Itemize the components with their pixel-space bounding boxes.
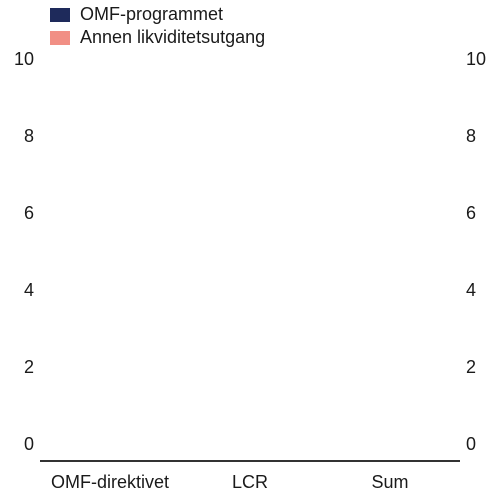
bars	[40, 0, 460, 462]
plot-area	[40, 0, 460, 462]
y-tick: 0	[4, 435, 34, 453]
x-axis-label: LCR	[232, 472, 268, 493]
x-axis-baseline	[40, 460, 460, 462]
y-tick: 0	[466, 435, 496, 453]
y-tick: 8	[466, 127, 496, 145]
x-axis-label: OMF-direktivet	[51, 472, 169, 493]
y-tick: 6	[4, 204, 34, 222]
y-axis-left: 024681012	[0, 0, 40, 462]
x-axis-labels: OMF-direktivet LCR Sum	[40, 464, 460, 504]
y-tick: 10	[466, 50, 496, 68]
chart-container: OMF-programmet Annen likviditetsutgang 0…	[0, 0, 500, 504]
y-tick: 4	[4, 281, 34, 299]
y-axis-right: 024681012	[460, 0, 500, 462]
y-tick: 2	[466, 358, 496, 376]
y-tick: 4	[466, 281, 496, 299]
x-axis-label: Sum	[371, 472, 408, 493]
y-tick: 10	[4, 50, 34, 68]
y-tick: 2	[4, 358, 34, 376]
y-tick: 8	[4, 127, 34, 145]
y-tick: 6	[466, 204, 496, 222]
